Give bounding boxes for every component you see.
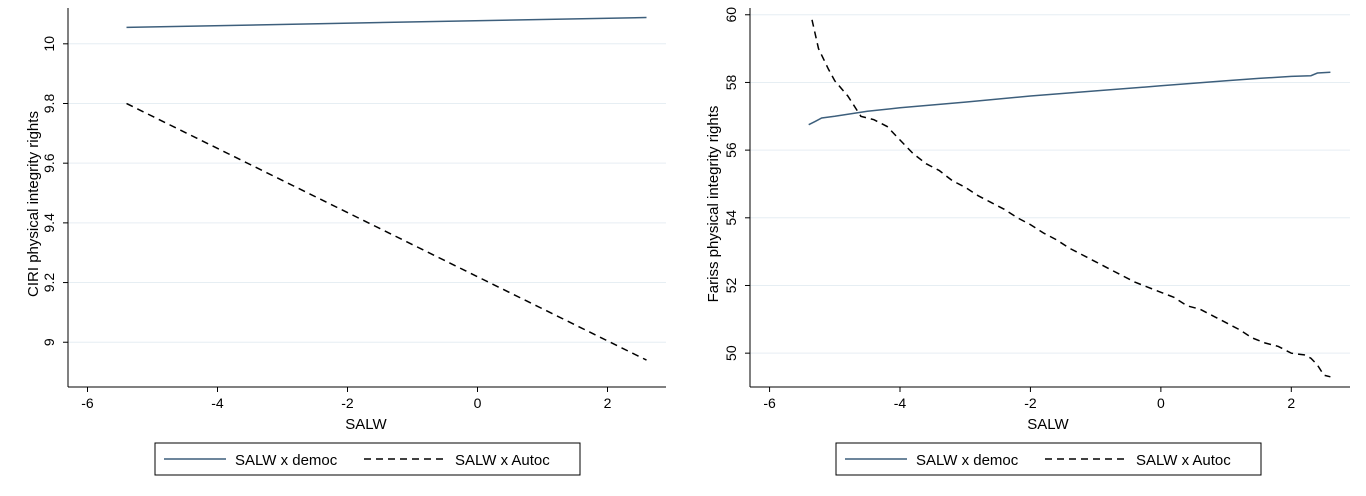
chart-left-x-label: SALW	[345, 416, 387, 433]
chart-left-y-tick-label: 9.2	[41, 273, 57, 293]
chart-left-series-autoc-line	[126, 102, 647, 361]
chart-right-series	[808, 19, 1331, 378]
chart-right-y-label: Fariss physical integrity rights	[705, 106, 722, 303]
chart-left-y-tick-label: 9.6	[41, 153, 57, 173]
chart-left-legend-democ-label: SALW x democ	[235, 452, 338, 469]
chart-left-y-tick-label: 10	[41, 36, 57, 52]
chart-left-legend-autoc-label: SALW x Autoc	[455, 452, 550, 469]
chart-left-y-tick-label: 9.8	[41, 94, 57, 114]
chart-right-legend-autoc-label: SALW x Autoc	[1136, 452, 1231, 469]
chart-right-series-autoc-line	[811, 19, 1331, 378]
chart-left-x-ticks: -6 -4 -2 0 2	[81, 387, 612, 411]
chart-right-background	[683, 0, 1366, 496]
chart-left-y-label: CIRI physical integrity rights	[25, 111, 42, 297]
chart-left-legend: SALW x democ SALW x Autoc	[154, 442, 581, 476]
chart-right-x-tick-label: -4	[894, 395, 907, 411]
chart-right-x-ticks: -6 -4 -2 0 2	[763, 387, 1295, 411]
chart-right-y-tick-label: 50	[723, 345, 739, 361]
chart-left: 9 9.2 9.4 9.6 9.8 10 -6 -4 -2 0 2 SALW CIRI physi…	[0, 0, 683, 496]
chart-right-y-ticks: 50 52 54 56 58 60	[723, 7, 750, 361]
chart-right-y-tick-label: 54	[723, 210, 739, 226]
chart-left-background	[0, 0, 683, 496]
chart-left-x-tick-label: -6	[81, 395, 94, 411]
chart-right-gridlines	[750, 14, 1350, 354]
chart-left-y-ticks: 9 9.2 9.4 9.6 9.8 10	[41, 36, 68, 346]
chart-right-x-tick-label: 0	[1157, 395, 1165, 411]
chart-right-series-democ-line	[808, 71, 1331, 126]
chart-right-x-tick-label: 2	[1287, 395, 1295, 411]
chart-right: 50 52 54 56 58 60 -6 -4 -2 0 2 SALW Fariss physic…	[683, 0, 1366, 496]
chart-left-x-tick-label: 0	[474, 395, 482, 411]
chart-left-series-democ-line	[126, 16, 647, 29]
chart-right-x-tick-label: -6	[763, 395, 776, 411]
chart-right-legend: SALW x democ SALW x Autoc	[835, 442, 1262, 476]
chart-right-x-tick-label: -2	[1024, 395, 1037, 411]
chart-left-y-tick-label: 9.4	[41, 213, 57, 233]
chart-right-y-tick-label: 58	[723, 74, 739, 90]
chart-right-y-tick-label: 60	[723, 7, 739, 23]
chart-left-series	[126, 16, 647, 361]
chart-right-x-label: SALW	[1027, 416, 1069, 433]
chart-left-x-tick-label: -4	[211, 395, 224, 411]
chart-left-x-tick-label: -2	[341, 395, 354, 411]
chart-right-legend-democ-label: SALW x democ	[916, 452, 1019, 469]
chart-left-x-tick-label: 2	[604, 395, 612, 411]
chart-right-y-tick-label: 56	[723, 142, 739, 158]
chart-left-y-tick-label: 9	[41, 338, 57, 346]
chart-right-y-tick-label: 52	[723, 277, 739, 293]
